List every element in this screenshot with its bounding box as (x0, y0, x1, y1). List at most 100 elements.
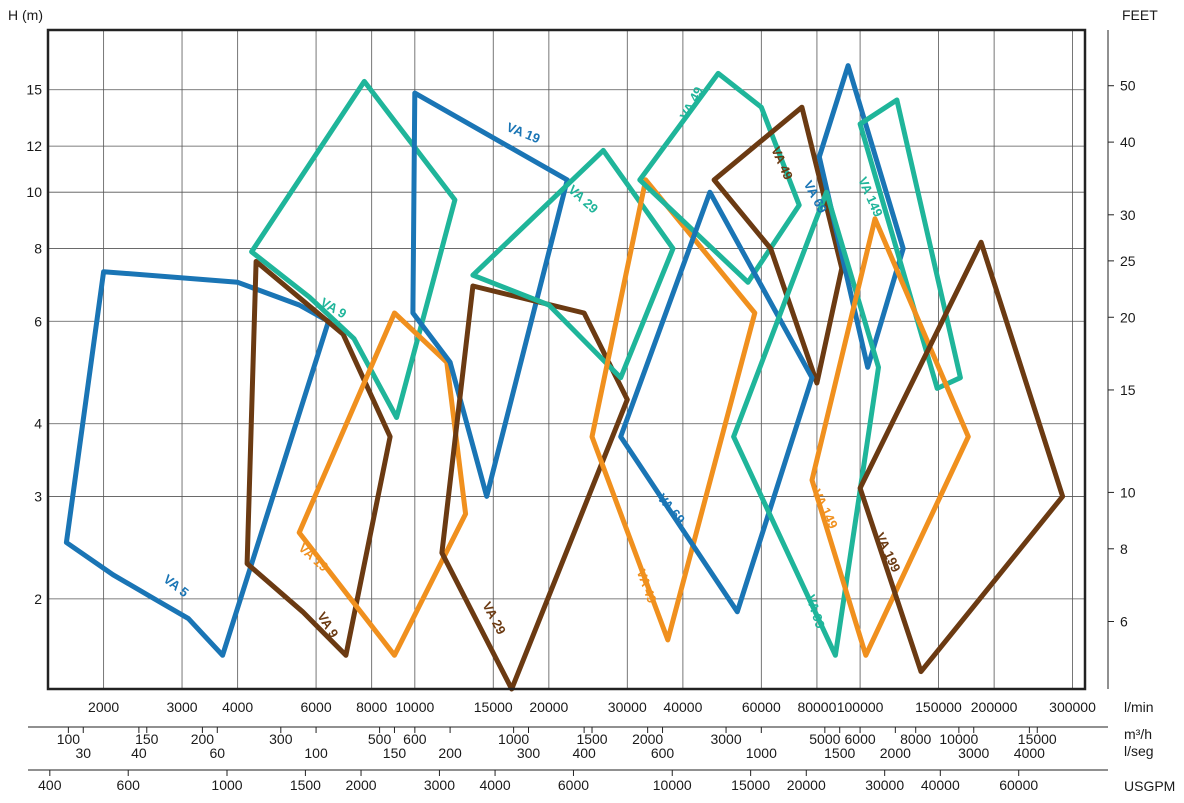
secondary-tick-label: 200 (191, 731, 215, 747)
secondary-tick-label: 600 (403, 731, 427, 747)
envelope-label: VA 19 (505, 119, 543, 146)
secondary-tick-label: 6000 (845, 731, 876, 747)
y2-tick-label: 10 (1120, 484, 1136, 500)
y-tick-label: 10 (26, 184, 42, 200)
secondary-tick-label: 10000 (939, 731, 978, 747)
x-tick-label: 3000 (166, 699, 197, 715)
envelope-va-29 (439, 283, 630, 692)
x-tick-label: 300000 (1049, 699, 1096, 715)
x-tick-label: 100000 (837, 699, 884, 715)
x-tick-label: 150000 (915, 699, 962, 715)
envelope-va-149 (809, 216, 971, 658)
secondary-tick-label: 500 (368, 731, 392, 747)
secondary-tick-label: 100 (304, 745, 328, 761)
y2-tick-label: 6 (1120, 613, 1128, 629)
y2-tick-label: 25 (1120, 253, 1136, 269)
x-tick-label: 30000 (608, 699, 647, 715)
y-tick-label: 3 (34, 488, 42, 504)
secondary-tick-label: 40 (131, 745, 147, 761)
y-tick-label: 15 (26, 82, 42, 98)
y-tick-labels: 2 3 4 6 8 10 12 15 (26, 82, 42, 607)
secondary-tick-label: 4000 (479, 777, 510, 793)
secondary-tick-label: 6000 (558, 777, 589, 793)
y2-tick-label: 15 (1120, 382, 1136, 398)
secondary-tick-label: 3000 (710, 731, 741, 747)
envelope-va-69 (816, 63, 906, 370)
secondary-tick-label: 200 (438, 745, 462, 761)
secondary-tick-label: 40000 (921, 777, 960, 793)
y2-tick-label: 50 (1120, 78, 1136, 94)
envelope-label: VA 5 (161, 571, 192, 600)
axes: H (m) FEET l/min 2 3 4 6 8 10 12 15 6 8 10 15 20 25 3… (8, 7, 1175, 794)
x-tick-label: 6000 (300, 699, 331, 715)
envelope-va-9 (244, 259, 393, 658)
secondary-tick-label: 4000 (1014, 745, 1045, 761)
secondary-tick-label: 5000 (809, 731, 840, 747)
envelope-va-49 (711, 104, 845, 386)
envelope-label: VA 149 (809, 487, 841, 531)
y2-tick-label: 20 (1120, 309, 1136, 325)
secondary-tick-label: 150 (135, 731, 159, 747)
envelope-va-49 (589, 177, 758, 643)
secondary-unit-label: m³/h (1124, 726, 1152, 742)
envelope-label: VA 49 (768, 144, 796, 182)
y2-tick-label: 40 (1120, 134, 1136, 150)
secondary-tick-label: 15000 (1018, 731, 1057, 747)
secondary-tick-label: 400 (38, 777, 62, 793)
envelope-va-199 (857, 239, 1066, 675)
secondary-tick-label: 1000 (211, 777, 242, 793)
y2-axis-label: FEET (1122, 7, 1158, 23)
envelope-label: VA 99 (803, 593, 828, 631)
envelope-va-99 (731, 189, 881, 658)
y-tick-label: 6 (34, 313, 42, 329)
secondary-tick-label: 60000 (999, 777, 1038, 793)
y-tick-label: 8 (34, 241, 42, 257)
secondary-tick-label: 2000 (345, 777, 376, 793)
y-axis-label: H (m) (8, 7, 43, 23)
secondary-tick-label: 1000 (498, 731, 529, 747)
secondary-tick-label: 1500 (576, 731, 607, 747)
secondary-tick-label: 100 (57, 731, 81, 747)
x-axis-label: l/min (1124, 699, 1154, 715)
x-tick-label: 20000 (529, 699, 568, 715)
secondary-tick-label: 300 (269, 731, 293, 747)
secondary-tick-label: 20000 (787, 777, 826, 793)
secondary-tick-label: 30000 (865, 777, 904, 793)
y2-tick-label: 30 (1120, 207, 1136, 223)
secondary-tick-label: 150 (383, 745, 407, 761)
envelope-va-9 (249, 78, 458, 420)
plot-frame (46, 28, 1087, 691)
envelope-va-19 (410, 90, 570, 499)
performance-envelopes (63, 63, 1066, 692)
x-tick-label: 4000 (222, 699, 253, 715)
envelope-va-29 (470, 147, 676, 381)
x-tick-label: 15000 (474, 699, 513, 715)
envelope-va-69 (618, 189, 815, 615)
secondary-unit-label: USGPM (1124, 778, 1175, 794)
secondary-tick-label: 3000 (424, 777, 455, 793)
x-tick-label: 8000 (356, 699, 387, 715)
envelope-label: VA 29 (565, 182, 601, 216)
y-tick-label: 12 (26, 138, 42, 154)
secondary-tick-label: 600 (117, 777, 141, 793)
secondary-tick-label: 15000 (731, 777, 770, 793)
secondary-flow-axes: 100 150 200 300 500 600 1000 1500 2000 3000 5000 60… (28, 726, 1175, 794)
secondary-tick-label: 10000 (653, 777, 692, 793)
x-tick-label: 60000 (742, 699, 781, 715)
secondary-tick-label: 600 (651, 745, 675, 761)
envelope-va-5 (63, 269, 331, 658)
y2-tick-label: 8 (1120, 541, 1128, 557)
y2-tick-labels: 6 8 10 15 20 25 30 40 50 (1107, 30, 1136, 689)
x-tick-label: 40000 (663, 699, 702, 715)
x-tick-label: 200000 (971, 699, 1018, 715)
envelope-label: VA 49 (634, 567, 660, 605)
secondary-tick-label: 1500 (824, 745, 855, 761)
x-tick-label: 10000 (395, 699, 434, 715)
y-tick-label: 4 (34, 416, 42, 432)
secondary-tick-label: 2000 (632, 731, 663, 747)
secondary-tick-label: 1500 (290, 777, 321, 793)
secondary-tick-label: 60 (209, 745, 225, 761)
y-tick-label: 2 (34, 591, 42, 607)
x-tick-label: 80000 (797, 699, 836, 715)
